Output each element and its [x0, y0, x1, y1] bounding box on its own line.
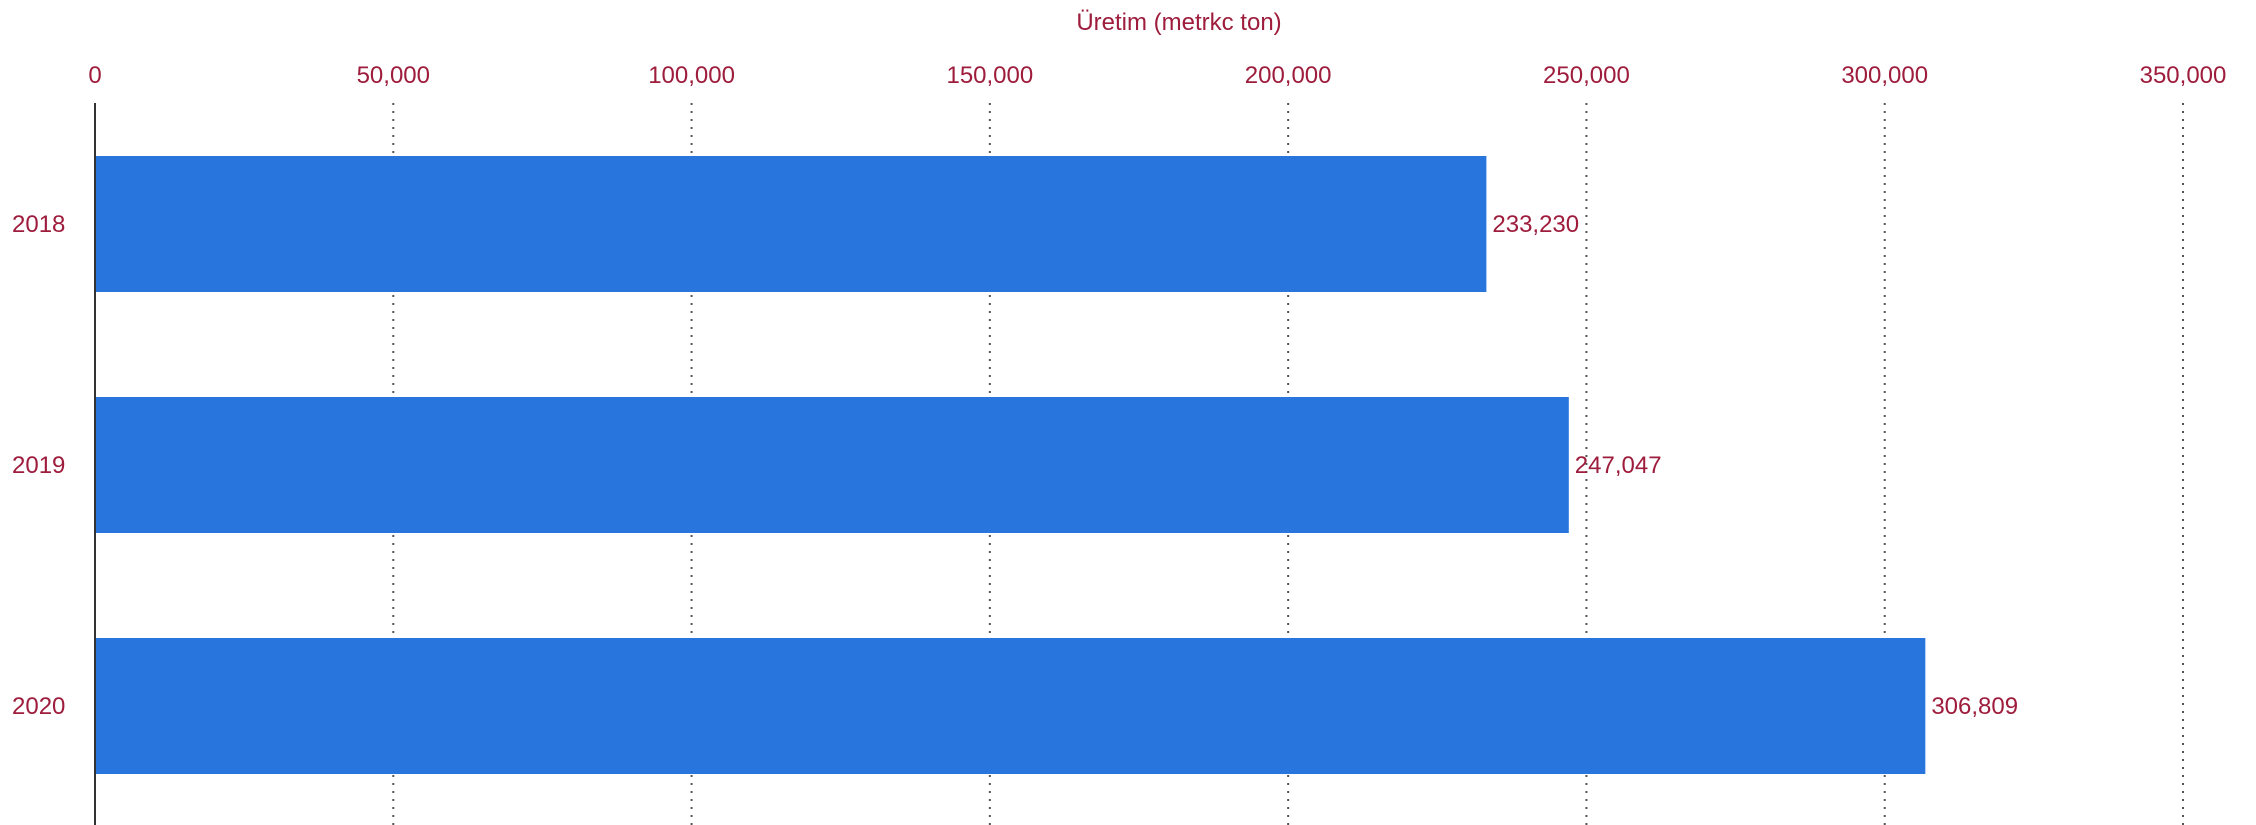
bar-2020 [95, 638, 1926, 774]
y-axis-categories: 2018 2019 2020 [12, 211, 65, 720]
x-tick-label: 250,000 [1543, 62, 1630, 89]
data-labels: 233,230 247,047 306,809 [1492, 211, 2018, 720]
bar-2018 [95, 156, 1487, 292]
x-tick-label: 0 [88, 62, 101, 89]
data-label-2018: 233,230 [1492, 211, 1579, 238]
x-tick-label: 200,000 [1245, 62, 1332, 89]
x-tick-label: 300,000 [1841, 62, 1928, 89]
category-label-2020: 2020 [12, 693, 65, 720]
category-label-2019: 2019 [12, 452, 65, 479]
x-tick-label: 150,000 [946, 62, 1033, 89]
x-axis-ticks: 0 50,000 100,000 150,000 200,000 250,000 300,0… [88, 62, 2226, 89]
x-axis-title: Üretim (metrkc ton) [1076, 9, 1281, 36]
data-label-2019: 247,047 [1575, 452, 1662, 479]
category-label-2018: 2018 [12, 211, 65, 238]
x-tick-label: 50,000 [357, 62, 430, 89]
data-label-2020: 306,809 [1931, 693, 2018, 720]
x-tick-label: 350,000 [2140, 62, 2227, 89]
x-tick-label: 100,000 [648, 62, 735, 89]
bar-2019 [95, 397, 1569, 533]
bars [95, 156, 1926, 774]
